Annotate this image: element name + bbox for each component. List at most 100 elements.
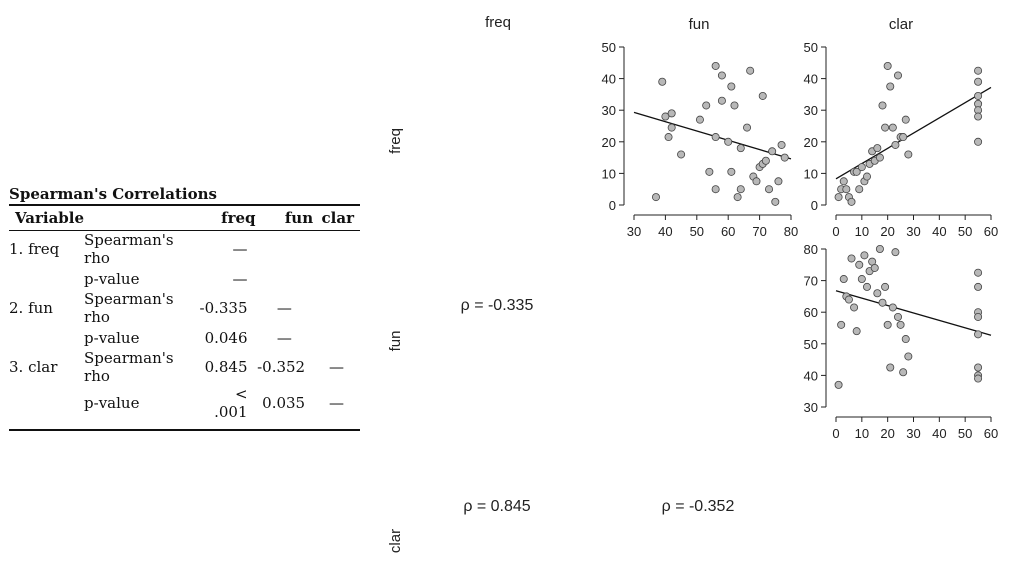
data-point — [771, 197, 780, 206]
scatter-panel-fun-vs-clar: 30 40 50 60 70 80 0 10 20 30 40 50 60 — [804, 242, 999, 441]
data-point — [899, 133, 908, 142]
data-point — [870, 263, 879, 272]
data-point — [852, 327, 861, 336]
data-point — [667, 123, 676, 132]
data-point — [752, 177, 761, 186]
data-point — [761, 156, 770, 165]
x-tick-label: 40 — [932, 426, 946, 441]
data-point — [658, 77, 667, 86]
data-point — [717, 96, 726, 105]
rho-label-clar-fun: ρ = -0.352 — [662, 498, 735, 515]
x-tick-label: 40 — [658, 224, 672, 239]
row-stat: p-value — [84, 394, 140, 412]
row-variable: 3. clar — [9, 358, 58, 376]
data-point — [974, 268, 983, 277]
data-point — [881, 282, 890, 291]
data-point — [904, 352, 913, 361]
y-tick-label: 30 — [804, 400, 818, 415]
data-point — [974, 112, 983, 121]
data-point — [736, 185, 745, 194]
x-tick-label: 80 — [784, 224, 798, 239]
data-point — [780, 153, 789, 162]
data-point — [733, 193, 742, 202]
table-bottom-rule — [9, 421, 360, 431]
data-point — [777, 140, 786, 149]
table-row: 1. freq Spearman's rho — — [9, 231, 360, 267]
data-point — [873, 289, 882, 298]
data-point — [896, 320, 905, 329]
data-point — [839, 177, 848, 186]
fit-line — [835, 290, 992, 336]
x-tick-label: 10 — [855, 224, 869, 239]
table-title: Spearman's Correlations — [9, 185, 217, 203]
y-tick-label: 40 — [804, 72, 818, 87]
table-row: 2. fun Spearman's rho -0.335 — — [9, 290, 360, 326]
data-point — [974, 282, 983, 291]
row-variable: 2. fun — [9, 299, 53, 317]
data-point — [711, 133, 720, 142]
data-point — [888, 123, 897, 132]
x-tick-label: 30 — [906, 224, 920, 239]
data-point — [894, 71, 903, 80]
data-point — [974, 312, 983, 321]
data-point — [850, 303, 859, 312]
x-tick-label: 0 — [832, 426, 839, 441]
table-row: 3. clar Spearman's rho 0.845 -0.352 — — [9, 349, 360, 385]
correlation-table-grid: Variable freq fun clar 1. freq Spearman'… — [9, 204, 360, 421]
row-stat: Spearman's rho — [84, 349, 174, 385]
data-point — [974, 77, 983, 86]
data-point — [765, 185, 774, 194]
y-tick-label: 50 — [602, 40, 616, 55]
matrix-col-label-freq: freq — [485, 14, 511, 31]
data-point — [886, 363, 895, 372]
x-tick-label: 0 — [832, 224, 839, 239]
y-tick-label: 30 — [804, 103, 818, 118]
cell-fun: 0.035 — [262, 394, 306, 412]
data-point — [847, 254, 856, 263]
cell-clar: — — [329, 394, 345, 412]
header-freq: freq — [199, 204, 256, 231]
data-point — [834, 380, 843, 389]
data-point — [711, 185, 720, 194]
data-point — [878, 101, 887, 110]
data-point — [878, 298, 887, 307]
scatter-panel-freq-vs-clar: 0 10 20 30 40 50 0 10 20 30 40 50 60 — [804, 40, 999, 239]
matrix-col-label-clar: clar — [889, 16, 913, 33]
data-point — [901, 115, 910, 124]
y-tick-label: 60 — [804, 305, 818, 320]
data-point — [724, 137, 733, 146]
data-point — [727, 82, 736, 91]
x-tick-label: 50 — [958, 426, 972, 441]
data-point — [852, 167, 861, 176]
data-point — [974, 363, 983, 372]
data-point — [730, 101, 739, 110]
cell-fun: -0.352 — [257, 358, 306, 376]
data-point — [768, 147, 777, 156]
row-stat: p-value — [84, 328, 140, 347]
data-point — [886, 82, 895, 91]
table-row: p-value < .001 0.035 — — [9, 385, 360, 421]
data-point — [857, 163, 866, 172]
cell-fun: — — [276, 328, 292, 347]
data-point — [847, 197, 856, 206]
cell-freq: — — [232, 240, 248, 258]
y-tick-label: 80 — [804, 242, 818, 257]
data-point — [711, 61, 720, 70]
y-tick-label: 20 — [602, 135, 616, 150]
x-tick-label: 10 — [855, 426, 869, 441]
data-point — [875, 244, 884, 253]
cell-freq: — — [232, 269, 248, 288]
data-point — [702, 101, 711, 110]
header-variable: Variable — [9, 204, 85, 231]
x-tick-label: 20 — [880, 426, 894, 441]
data-point — [855, 185, 864, 194]
cell-freq: -0.335 — [199, 299, 248, 317]
data-point — [839, 275, 848, 284]
x-tick-label: 40 — [932, 224, 946, 239]
cell-clar: — — [329, 358, 345, 376]
data-point — [717, 71, 726, 80]
data-point — [743, 123, 752, 132]
rho-label-clar-freq: ρ = 0.845 — [463, 498, 530, 515]
